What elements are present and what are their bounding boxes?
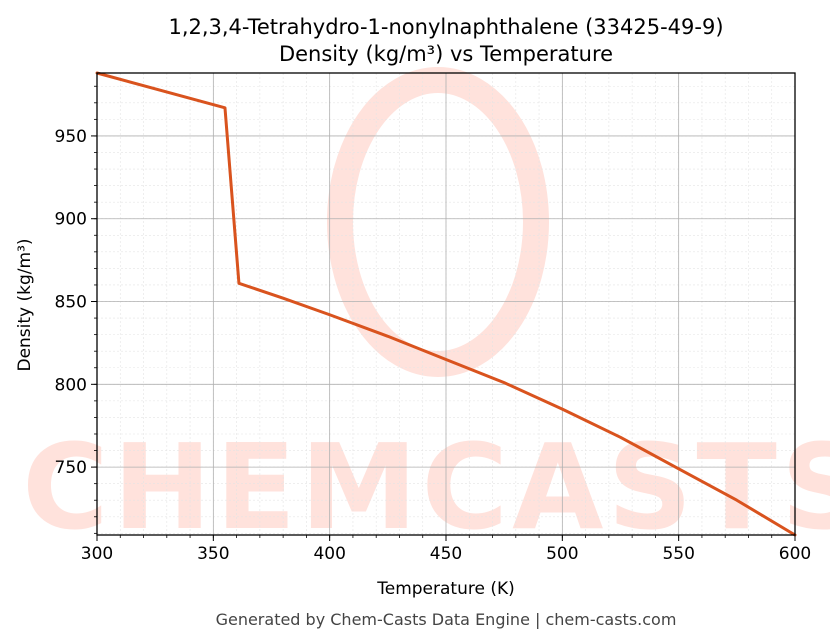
y-tick-label: 900	[55, 210, 87, 230]
chart-subtitle: Density (kg/m³) vs Temperature	[279, 42, 613, 66]
y-tick-label: 850	[55, 293, 87, 313]
x-tick-label: 500	[546, 544, 578, 564]
tick-labels: 300 350 400 450 500 550 600 750 800 850 900 950	[55, 127, 812, 564]
series-layer	[95, 71, 797, 537]
x-tick-label: 550	[662, 544, 694, 564]
watermark-logo-ring	[327, 67, 549, 377]
y-axis-label: Density (kg/m³)	[15, 238, 35, 371]
x-tick-label: 600	[779, 544, 811, 564]
x-tick-label: 350	[197, 544, 229, 564]
x-tick-label: 450	[430, 544, 462, 564]
y-tick-label: 950	[55, 127, 87, 147]
x-tick-label: 400	[313, 544, 345, 564]
watermark-text: CHEMCASTS	[22, 418, 830, 556]
ticks	[91, 85, 796, 541]
watermark: CHEMCASTS	[22, 67, 830, 556]
y-tick-label: 800	[55, 375, 87, 395]
x-axis-label: Temperature (K)	[376, 579, 515, 599]
grid	[96, 73, 796, 535]
density-series-line	[95, 71, 797, 537]
chart-title: 1,2,3,4-Tetrahydro-1-nonylnaphthalene (3…	[168, 15, 723, 39]
y-tick-label: 750	[55, 458, 87, 478]
footer-credit: Generated by Chem-Casts Data Engine | ch…	[216, 610, 677, 629]
x-tick-label: 300	[81, 544, 113, 564]
